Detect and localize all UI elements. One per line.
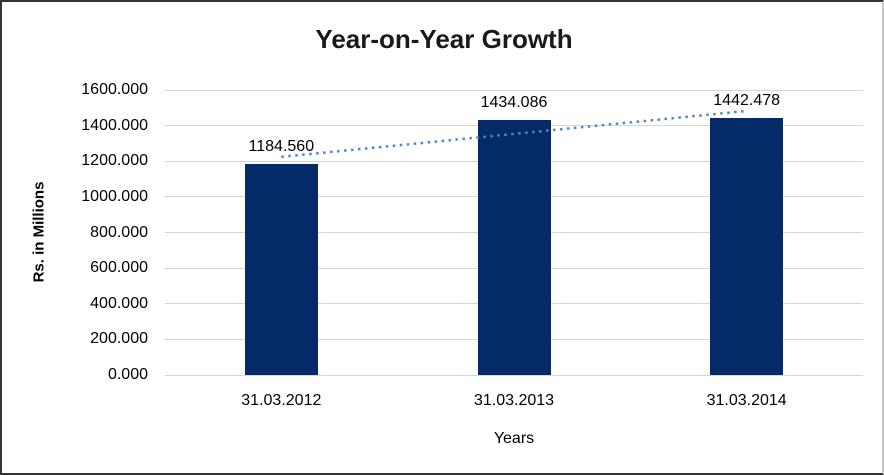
gridline [165, 89, 863, 91]
bar [244, 164, 318, 375]
y-axis-tick-label: 1000.000 [81, 187, 148, 205]
y-axis-tick-label: 1400.000 [81, 116, 148, 134]
gridline [165, 374, 863, 376]
bar-value-label: 1434.086 [480, 93, 548, 111]
y-axis-tick-label: 400.000 [90, 294, 148, 312]
bar-value-label: 1184.560 [248, 138, 315, 155]
y-axis-tick-label: 1200.000 [81, 152, 148, 170]
x-axis-title: Years [493, 430, 535, 447]
x-axis-tick-label: 31.03.2014 [706, 392, 787, 409]
x-axis-tick-label: 31.03.2013 [473, 392, 555, 409]
bar [710, 118, 784, 375]
bar-value-label: 1442.478 [713, 92, 781, 110]
y-axis-tick-label: 600.000 [90, 259, 148, 277]
y-axis-tick-label: 1600.000 [81, 81, 148, 98]
x-axis-tick-label: 31.03.2012 [241, 392, 322, 409]
y-axis-tick-label: 800.000 [90, 223, 148, 241]
y-axis-tick-label: 200.000 [90, 330, 148, 348]
bar [477, 119, 551, 375]
y-axis-tick-label: 0.000 [107, 366, 148, 383]
chart-title: Year-on-Year Growth [315, 24, 573, 54]
